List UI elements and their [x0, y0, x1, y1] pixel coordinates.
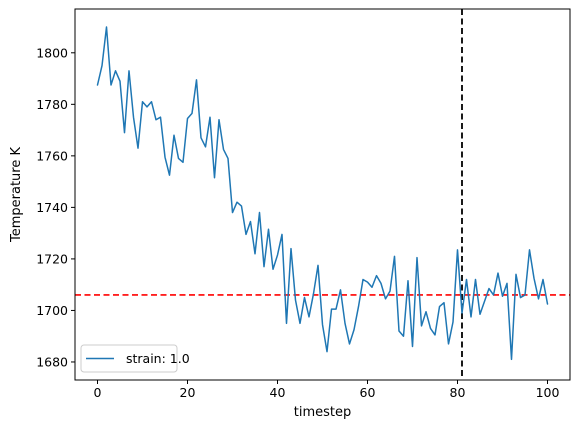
y-axis-label: Temperature K: [9, 147, 24, 243]
y-tick-label: 1720: [36, 251, 68, 266]
y-tick-label: 1700: [36, 303, 68, 318]
x-tick-label: 0: [94, 385, 102, 400]
x-axis-label: timestep: [294, 405, 352, 420]
legend-box: [80, 344, 178, 373]
y-tick-label: 1740: [36, 200, 68, 215]
legend: strain: 1.0: [80, 344, 190, 373]
x-tick-label: 40: [270, 385, 286, 400]
x-tick-label: 100: [536, 385, 560, 400]
y-axis-ticks: 1680 1700 1720 1740 1760 1780 1800: [36, 45, 75, 369]
y-tick-label: 1800: [36, 45, 68, 60]
y-tick-label: 1760: [36, 148, 68, 163]
plot-frame: [74, 8, 571, 381]
x-axis-ticks: 0 20 40 60 80 100: [94, 380, 560, 400]
x-tick-label: 80: [450, 385, 466, 400]
series-layer: [96, 26, 549, 361]
y-tick-label: 1780: [36, 97, 68, 112]
y-tick-label: 1680: [36, 354, 68, 369]
series-line-0: [96, 26, 549, 361]
x-tick-label: 20: [180, 385, 196, 400]
x-tick-label: 60: [360, 385, 376, 400]
legend-label: strain: 1.0: [126, 351, 190, 366]
